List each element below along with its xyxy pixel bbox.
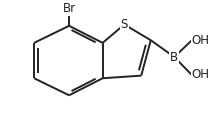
Text: Br: Br bbox=[63, 2, 76, 15]
Text: S: S bbox=[121, 18, 128, 31]
Text: OH: OH bbox=[192, 69, 210, 81]
Text: B: B bbox=[170, 51, 179, 63]
Text: OH: OH bbox=[192, 34, 210, 47]
